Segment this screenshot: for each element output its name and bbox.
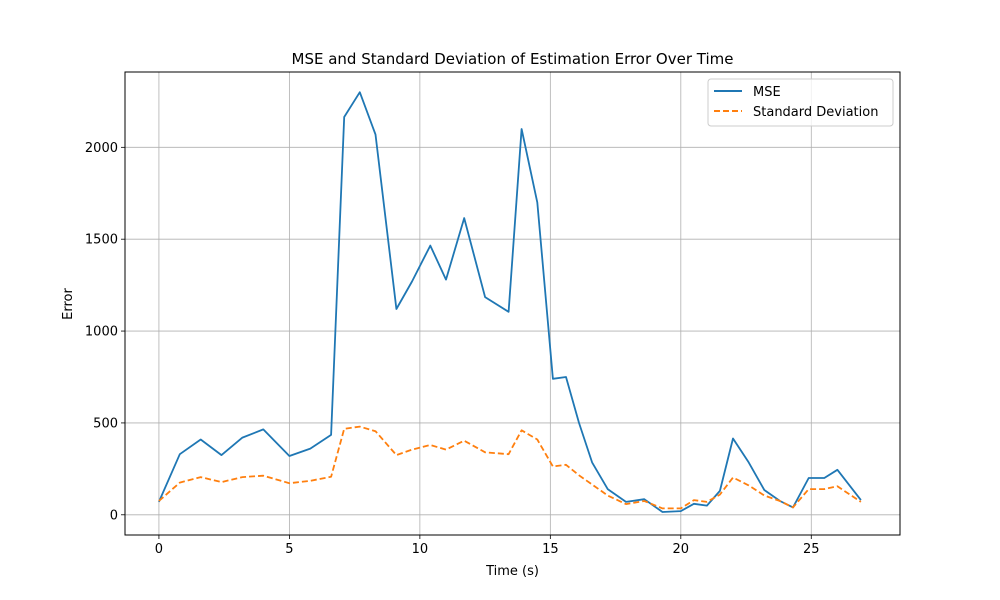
x-tick-label: 20 (673, 542, 690, 557)
legend-label-standard-deviation: Standard Deviation (753, 105, 878, 120)
x-tick-label: 5 (285, 542, 293, 557)
x-tick-label: 25 (803, 542, 820, 557)
series-lines (158, 91, 862, 513)
y-axis-label: Error (61, 288, 76, 320)
y-tick-label: 0 (110, 508, 118, 523)
series-line-standard-deviation (158, 425, 862, 510)
x-tick-label: 0 (155, 542, 163, 557)
y-tick-label: 2000 (85, 141, 118, 156)
y-tick-label: 1000 (85, 325, 118, 340)
x-axis-label: Time (s) (485, 564, 539, 579)
legend-frame (707, 78, 894, 127)
y-tick-label: 500 (93, 416, 118, 431)
x-tick-label: 10 (412, 542, 429, 557)
x-tick-label: 15 (542, 542, 559, 557)
y-tick-label: 1500 (85, 233, 118, 248)
series-line-mse (158, 91, 862, 513)
chart-title: MSE and Standard Deviation of Estimation… (292, 50, 734, 68)
legend-label-mse: MSE (753, 85, 781, 100)
plot-frame (124, 71, 901, 536)
legend: MSE Standard Deviation (707, 78, 894, 127)
grid (125, 72, 900, 535)
ticks: 0 5 10 15 20 25 0 500 1000 1500 2000 (85, 141, 820, 557)
